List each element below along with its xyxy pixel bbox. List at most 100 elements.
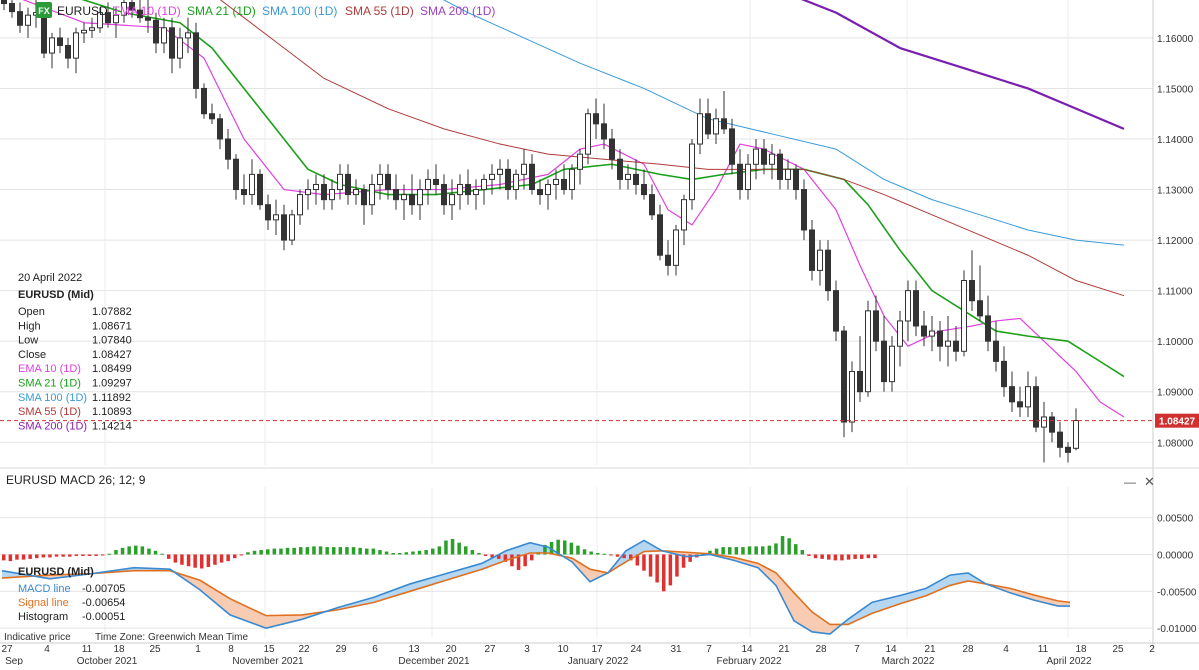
legend-indicator: SMA 21 (1D) — [187, 4, 256, 18]
x-axis-tick: 10 — [557, 644, 569, 655]
candle-body — [257, 173, 263, 206]
x-axis-tick: 13 — [408, 644, 420, 655]
candle-body — [697, 113, 703, 145]
macd-minimize-button[interactable]: — — [1124, 475, 1136, 489]
candle-body — [89, 27, 95, 31]
info-row-label: Close — [18, 349, 46, 361]
macd-histogram-bar — [8, 554, 13, 562]
candle-body — [1057, 431, 1063, 448]
macd-histogram-bar — [404, 552, 409, 555]
macd-histogram-bar — [615, 554, 620, 557]
candle-body — [777, 153, 783, 180]
candle-body — [433, 178, 439, 185]
macd-histogram-bar — [68, 554, 72, 557]
candle-body — [641, 183, 647, 196]
candle-body — [337, 173, 343, 191]
macd-histogram-bar — [490, 554, 494, 558]
macd-histogram-bar — [701, 553, 706, 555]
macd-fill-segment — [812, 611, 818, 633]
macd-row-value: -0.00051 — [82, 611, 125, 623]
candle-body — [505, 168, 511, 191]
candle-body — [321, 183, 327, 201]
macd-histogram-bar — [813, 554, 818, 559]
x-axis-tick: 7 — [706, 644, 712, 655]
macd-histogram-bar — [622, 554, 626, 559]
macd-histogram-bar — [305, 547, 310, 555]
macd-fill-segment — [896, 595, 902, 606]
candle-body — [313, 183, 319, 191]
candle-body — [881, 340, 887, 383]
macd-histogram-bar — [299, 547, 303, 555]
candle-body — [329, 189, 335, 201]
price-axis-tick: 1.15000 — [1157, 84, 1194, 95]
macd-histogram-bar — [272, 548, 277, 555]
macd-histogram-bar — [384, 551, 389, 555]
x-axis-month: Sep — [5, 656, 23, 665]
macd-fill-segment — [968, 572, 974, 582]
macd-histogram-bar — [774, 543, 778, 555]
macd-histogram-bar — [424, 550, 428, 555]
macd-row-label: Signal line — [18, 597, 69, 609]
macd-panel: EURUSD MACD 26; 12; 9 — ✕ 0.00500 0.00000 -0.… — [0, 473, 1197, 635]
candle-body — [81, 29, 87, 34]
candle-body — [857, 370, 863, 393]
info-row-value: 1.07840 — [92, 335, 132, 347]
macd-histogram-bar — [371, 548, 376, 555]
info-row-label: Low — [18, 335, 38, 347]
macd-histogram-bar — [721, 547, 725, 555]
macd-axis-tick: 0.00000 — [1157, 550, 1194, 561]
candle-body — [489, 173, 495, 180]
x-axis-month: November 2021 — [232, 656, 304, 665]
legend: FX EURUSD EMA 10 (1D) SMA 21 (1D) SMA 100 (1… — [36, 2, 495, 18]
macd-histogram-bar — [48, 554, 52, 558]
x-axis-tick: 29 — [335, 644, 347, 655]
price-axis-tick: 1.09000 — [1157, 388, 1194, 399]
candle-body — [185, 32, 191, 39]
macd-fill-segment — [770, 569, 776, 586]
info-date: 20 April 2022 — [18, 272, 82, 284]
macd-fill-segment — [2, 570, 8, 579]
x-axis-tick: 22 — [298, 644, 310, 655]
macd-fill-segment — [524, 542, 530, 555]
macd-histogram-bar — [497, 554, 501, 559]
macd-histogram-bar — [450, 539, 455, 555]
candle-body — [393, 189, 399, 201]
macd-fill-segment — [236, 601, 242, 620]
x-axis-tick: 27 — [1, 644, 13, 655]
macd-fill-segment — [590, 569, 596, 582]
legend-indicator: SMA 100 (1D) — [262, 4, 337, 18]
macd-fill-segment — [884, 597, 890, 610]
macd-fill-segment — [194, 578, 200, 590]
candle-body — [913, 290, 919, 327]
macd-histogram-bar — [411, 551, 415, 555]
macd-fill-segment — [650, 543, 656, 552]
candle-body — [161, 27, 167, 44]
candle-body — [809, 229, 815, 271]
candle-body — [401, 194, 407, 201]
macd-histogram-bar — [61, 554, 65, 557]
x-axis-tick: 11 — [82, 644, 93, 655]
candle-body — [377, 173, 383, 185]
candle-body — [937, 330, 943, 347]
macd-histogram-bar — [582, 549, 587, 555]
macd-histogram-bar — [54, 554, 59, 557]
macd-histogram-bar — [285, 547, 290, 555]
candle-body — [137, 9, 143, 19]
macd-histogram-bar — [332, 547, 336, 555]
candle-body — [841, 330, 847, 423]
macd-fill-segment — [518, 544, 524, 557]
candle-body — [945, 340, 951, 347]
candle-body — [673, 229, 679, 266]
candle-body — [745, 163, 751, 191]
price-axis-tick: 1.08000 — [1157, 438, 1194, 449]
macd-histogram-bar — [160, 553, 164, 555]
macd-histogram-bar — [398, 553, 402, 555]
candle-body — [1, 0, 7, 5]
x-axis-tick: 18 — [113, 644, 125, 655]
candle-body — [201, 87, 207, 115]
macd-histogram-bar — [510, 554, 514, 567]
macd-close-button[interactable]: ✕ — [1144, 474, 1155, 489]
macd-histogram-bar — [226, 554, 230, 562]
x-axis-tick: 28 — [815, 644, 827, 655]
candle-body — [825, 249, 831, 292]
